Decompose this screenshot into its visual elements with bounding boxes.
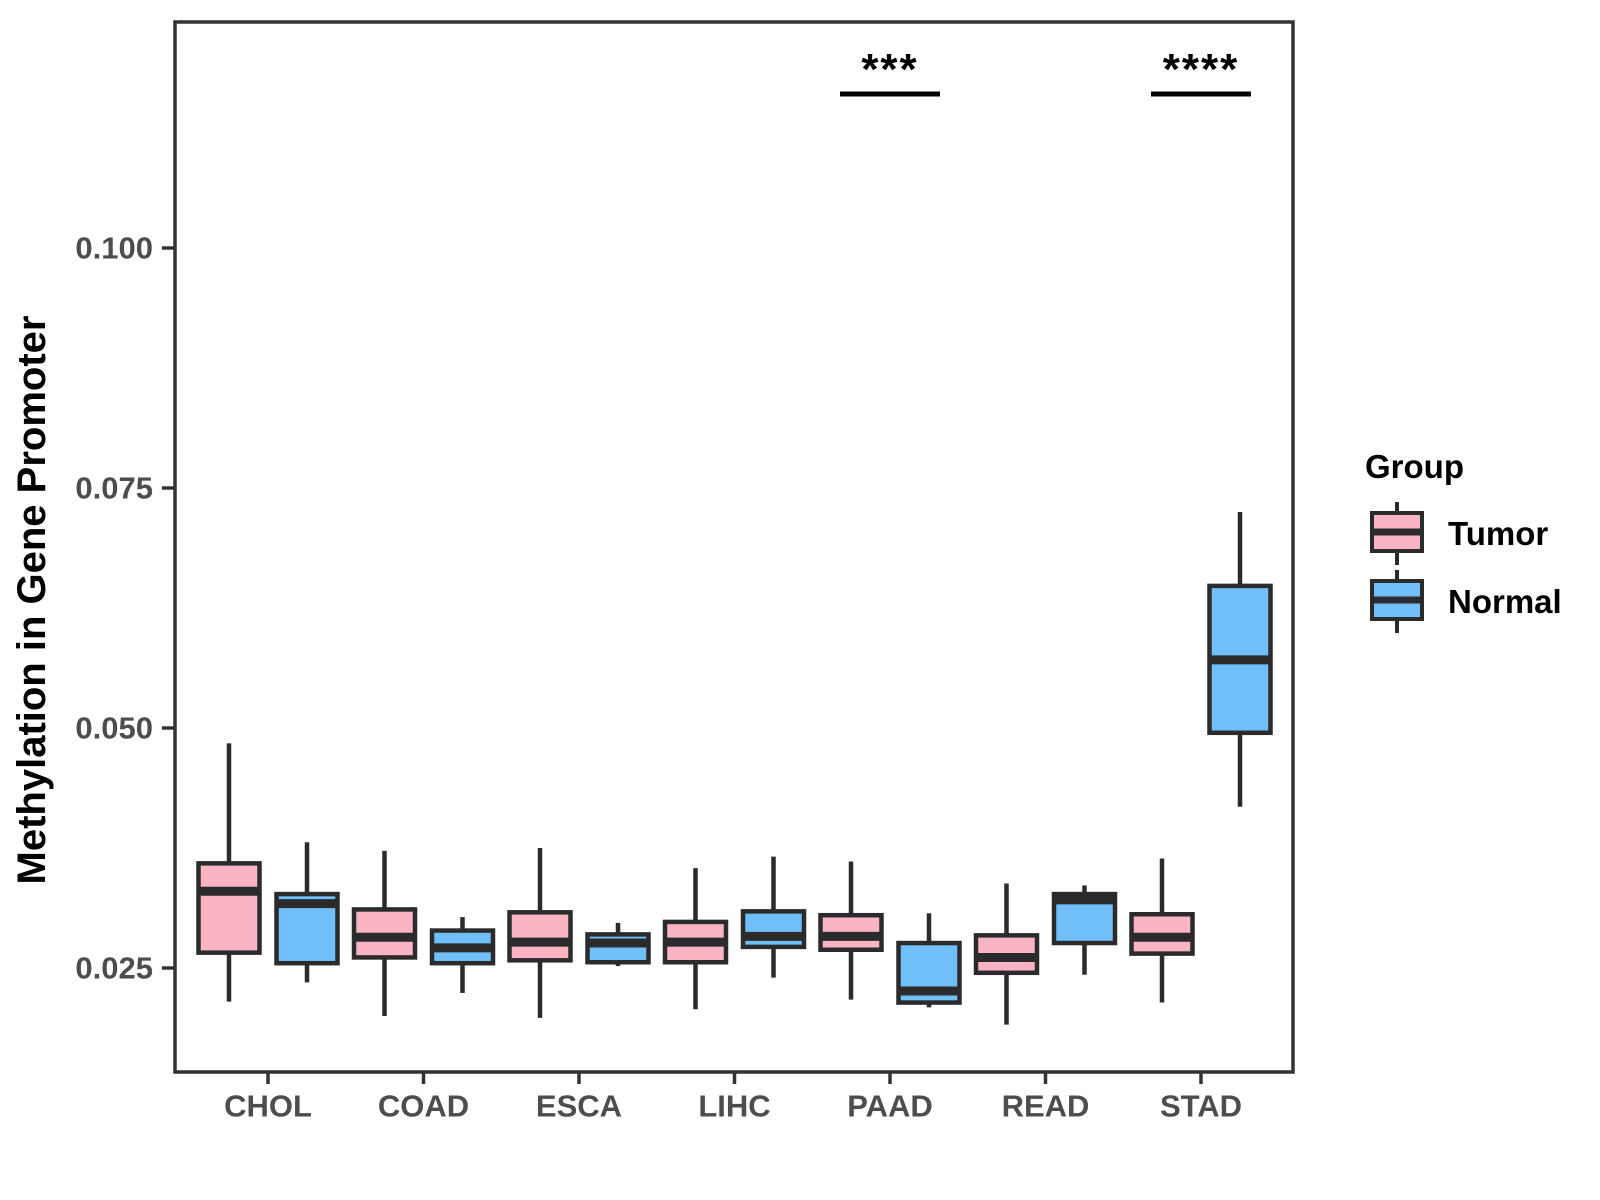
box-normal-lihc: [740, 909, 807, 950]
x-tick-label: READ: [1002, 1089, 1090, 1124]
legend-item-normal: Normal: [1338, 568, 1598, 636]
x-tick-label: CHOL: [224, 1089, 312, 1124]
x-tick-label: PAAD: [847, 1089, 933, 1124]
tumor-boxplot-key-icon: [1370, 502, 1424, 565]
x-tick-label: COAD: [378, 1089, 469, 1124]
x-tick-label: LIHC: [698, 1089, 770, 1124]
legend: Group Tumor Normal: [1338, 448, 1598, 636]
panel-border: [173, 20, 1295, 1074]
legend-label-normal: Normal: [1448, 583, 1562, 620]
x-tick-label: STAD: [1160, 1089, 1242, 1124]
y-tick-label: 0.100: [75, 231, 153, 266]
y-tick-label: 0.075: [75, 471, 153, 506]
legend-title: Group: [1365, 448, 1464, 485]
significance-stars: ***: [861, 45, 918, 94]
y-tick-label: 0.025: [75, 951, 153, 986]
legend-item-tumor: Tumor: [1338, 500, 1598, 568]
x-tick-label: ESCA: [536, 1089, 622, 1124]
y-axis-title: Methylation in Gene Promoter: [10, 316, 54, 885]
y-tick-label: 0.050: [75, 711, 153, 746]
box-tumor-esca: [507, 910, 573, 963]
normal-boxplot-key-icon: [1370, 570, 1424, 633]
legend-label-tumor: Tumor: [1448, 515, 1549, 552]
significance-stars: ****: [1163, 45, 1240, 94]
box-tumor-chol: [196, 861, 262, 955]
